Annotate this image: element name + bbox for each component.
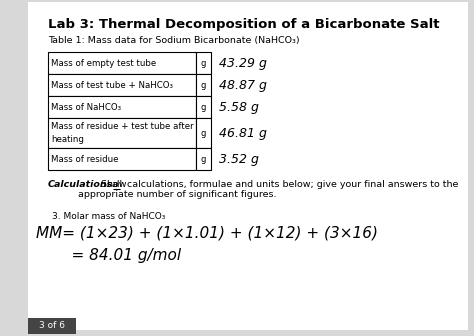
Bar bbox=[48, 52, 196, 74]
Text: appropriate number of significant figures.: appropriate number of significant figure… bbox=[78, 190, 276, 199]
Text: g: g bbox=[201, 155, 206, 164]
Bar bbox=[196, 52, 211, 74]
Text: Mass of residue: Mass of residue bbox=[51, 155, 118, 164]
Text: 5.58 g: 5.58 g bbox=[219, 100, 259, 114]
Text: calculations, formulae and units below; give your final answers to the: calculations, formulae and units below; … bbox=[124, 180, 458, 189]
Text: Mass of empty test tube: Mass of empty test tube bbox=[51, 58, 156, 68]
Text: g: g bbox=[201, 128, 206, 137]
Bar bbox=[196, 74, 211, 96]
Text: 43.29 g: 43.29 g bbox=[219, 56, 267, 70]
Text: 46.81 g: 46.81 g bbox=[219, 126, 267, 139]
Text: 48.87 g: 48.87 g bbox=[219, 79, 267, 91]
Text: MM= (1×23) + (1×1.01) + (1×12) + (3×16): MM= (1×23) + (1×1.01) + (1×12) + (3×16) bbox=[36, 226, 378, 241]
Text: Calculations.: Calculations. bbox=[48, 180, 117, 189]
Text: 3 of 6: 3 of 6 bbox=[39, 322, 65, 331]
Text: Table 1: Mass data for Sodium Bicarbonate (NaHCO₃): Table 1: Mass data for Sodium Bicarbonat… bbox=[48, 36, 300, 45]
Text: g: g bbox=[201, 58, 206, 68]
Text: Mass of NaHCO₃: Mass of NaHCO₃ bbox=[51, 102, 121, 112]
Text: Mass of residue + test tube after: Mass of residue + test tube after bbox=[51, 122, 193, 131]
Text: g: g bbox=[201, 102, 206, 112]
Text: Lab 3: Thermal Decomposition of a Bicarbonate Salt: Lab 3: Thermal Decomposition of a Bicarb… bbox=[48, 18, 439, 31]
Bar bbox=[48, 74, 196, 96]
Text: g: g bbox=[201, 81, 206, 89]
Text: = 84.01 g/mol: = 84.01 g/mol bbox=[52, 248, 181, 263]
Text: heating: heating bbox=[51, 135, 84, 144]
Bar bbox=[48, 96, 196, 118]
Text: 3. Molar mass of NaHCO₃: 3. Molar mass of NaHCO₃ bbox=[52, 212, 165, 221]
Text: 3.52 g: 3.52 g bbox=[219, 153, 259, 166]
Text: Show: Show bbox=[98, 180, 129, 189]
Bar bbox=[196, 96, 211, 118]
Bar bbox=[48, 148, 196, 170]
Bar bbox=[196, 148, 211, 170]
Text: Mass of test tube + NaHCO₃: Mass of test tube + NaHCO₃ bbox=[51, 81, 173, 89]
Bar bbox=[48, 118, 196, 148]
Bar bbox=[28, 318, 76, 334]
Text: all: all bbox=[111, 180, 122, 189]
Bar bbox=[196, 118, 211, 148]
